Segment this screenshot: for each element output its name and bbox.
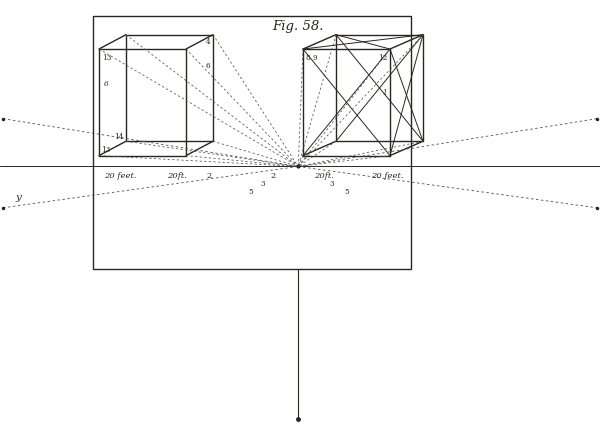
Text: 4: 4 xyxy=(205,38,210,46)
Text: 14: 14 xyxy=(113,133,123,141)
Text: 1: 1 xyxy=(383,89,388,97)
Text: 6: 6 xyxy=(104,79,109,87)
Text: 13: 13 xyxy=(102,54,111,62)
Text: 9: 9 xyxy=(313,53,317,61)
Text: 2: 2 xyxy=(206,171,211,179)
Text: 2: 2 xyxy=(271,171,275,179)
Text: 8: 8 xyxy=(305,53,310,61)
Text: y: y xyxy=(15,193,21,202)
Bar xyxy=(93,16,411,269)
Text: 13: 13 xyxy=(101,146,110,154)
Text: 20ft.: 20ft. xyxy=(167,171,187,179)
Text: 20ft.: 20ft. xyxy=(314,171,334,179)
Text: 3: 3 xyxy=(260,179,265,187)
Text: 20 feet.: 20 feet. xyxy=(371,171,403,179)
Text: 20 feet.: 20 feet. xyxy=(104,171,136,179)
Text: 3: 3 xyxy=(329,179,334,187)
Text: 5: 5 xyxy=(344,188,349,196)
Text: Fig. 58.: Fig. 58. xyxy=(272,20,324,33)
Text: 12: 12 xyxy=(378,53,388,61)
Text: 6: 6 xyxy=(205,62,210,69)
Text: 5: 5 xyxy=(248,188,253,196)
